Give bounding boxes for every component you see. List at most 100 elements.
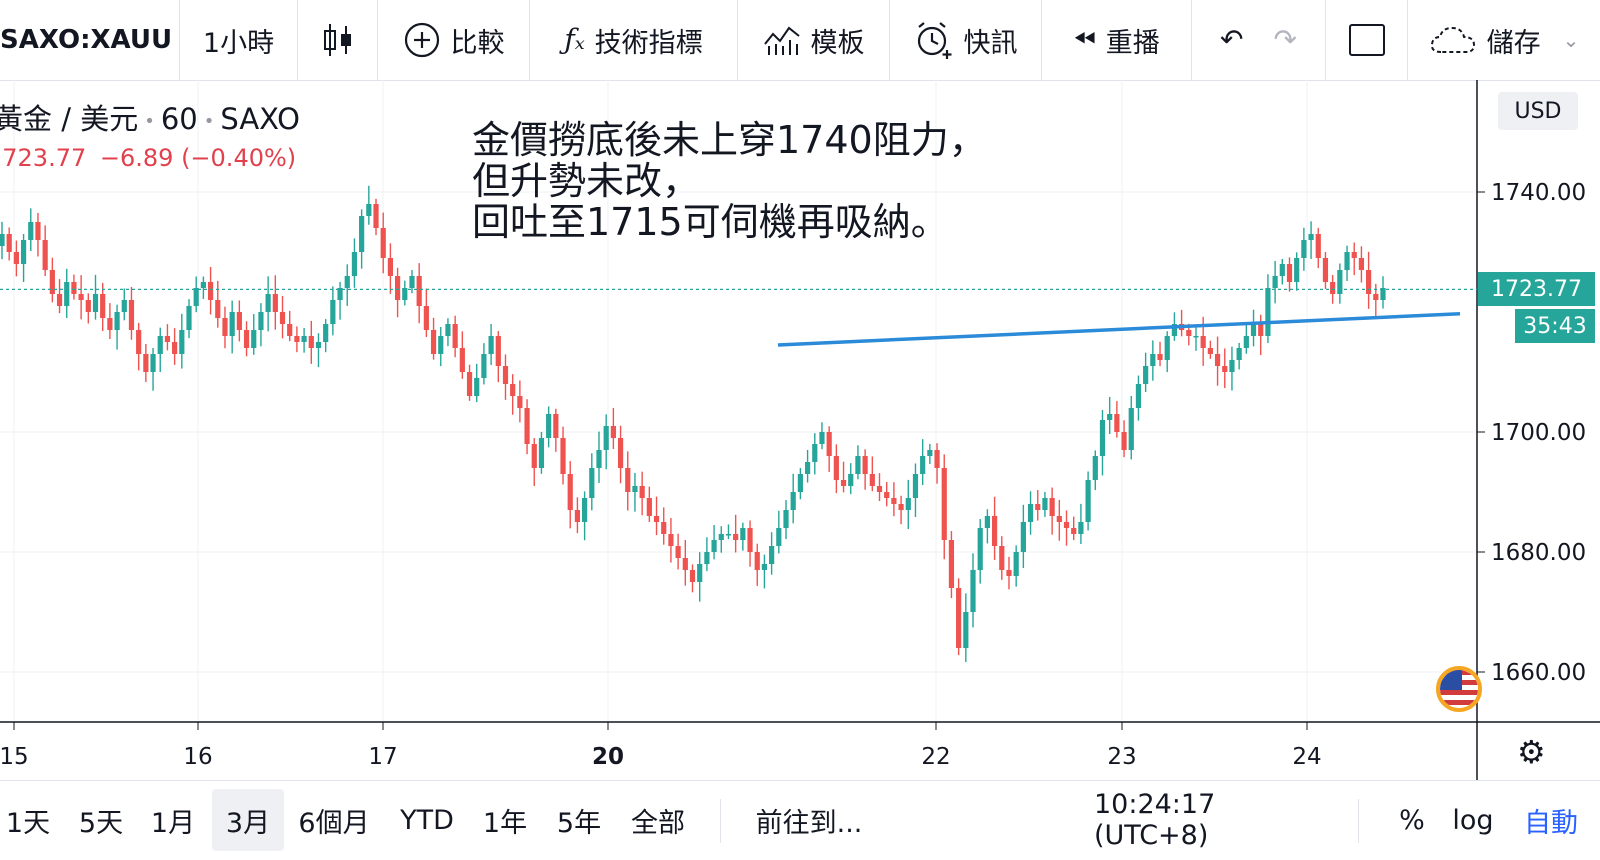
symbol-search-button[interactable]: SAXO:XAUU — [0, 0, 180, 80]
candle-body — [28, 222, 34, 240]
compare-button[interactable]: 比較 — [378, 0, 530, 80]
templates-label: 模板 — [810, 27, 865, 59]
candle-body — [956, 588, 962, 648]
candle-body — [207, 282, 214, 300]
range-1d[interactable]: 1天 — [5, 807, 51, 839]
candle-body — [186, 306, 192, 330]
candle-body — [603, 426, 609, 450]
candle-body — [1013, 552, 1019, 576]
candle-body — [970, 570, 976, 612]
range-ytd[interactable]: YTD — [400, 804, 454, 836]
candle-body — [430, 330, 437, 354]
candle-body — [941, 468, 947, 540]
rewind-icon: ⏪︎ — [1073, 23, 1096, 56]
candle-body — [984, 516, 991, 528]
candle-body — [294, 336, 300, 342]
bar-countdown-tag: 35:43 — [1515, 309, 1595, 344]
chevron-down-icon[interactable]: ⌄ — [1562, 28, 1580, 52]
candle-body — [833, 456, 839, 480]
x-tick-label: 16 — [183, 744, 212, 770]
candle-body — [517, 396, 523, 408]
candle-body — [740, 528, 746, 540]
candle-body — [1229, 360, 1235, 372]
percent-scale-toggle[interactable]: % — [1399, 804, 1425, 836]
interval-button[interactable]: 1小時 — [180, 0, 298, 80]
candle-body — [1301, 240, 1307, 258]
save-button[interactable]: 儲存 ⌄ — [1408, 0, 1600, 80]
range-5d[interactable]: 5天 — [78, 807, 124, 839]
alarm-clock-icon — [917, 22, 951, 59]
candle-body — [927, 450, 933, 456]
candle-body — [193, 288, 199, 306]
goto-date-button[interactable]: 前往到... — [755, 807, 863, 839]
candle-body — [6, 234, 12, 252]
candle-body — [359, 216, 365, 252]
candle-body — [474, 378, 480, 396]
candle-body — [1157, 354, 1163, 360]
range-1m[interactable]: 1月 — [150, 807, 196, 839]
gear-icon[interactable]: ⚙︎ — [1517, 733, 1546, 771]
candle-body — [510, 384, 516, 396]
candle-body — [20, 240, 27, 264]
us-flag-icon[interactable] — [1436, 666, 1482, 712]
candle-body — [1265, 288, 1271, 336]
candle-body — [107, 318, 113, 330]
log-scale-toggle[interactable]: log — [1452, 804, 1494, 836]
candle-body — [251, 330, 257, 348]
candle-body — [754, 552, 760, 570]
undo-icon[interactable]: ↶ — [1220, 23, 1244, 56]
legend-change: −6.89 (−0.40%) — [99, 144, 297, 172]
candle-body — [1337, 270, 1343, 294]
replay-button[interactable]: ⏪︎ 重播 — [1042, 0, 1192, 80]
chart-annotation[interactable]: 金價撈底後未上穿1740阻力， 但升勢未改， 回吐至1715可伺機再吸納。 — [472, 120, 987, 243]
y-tick-label: 1660.00 — [1491, 660, 1586, 686]
y-tick-label: 1740.00 — [1491, 180, 1586, 206]
candle-body — [64, 282, 70, 306]
candle-body — [862, 456, 868, 474]
clock-timezone[interactable]: 10:24:17 (UTC+8) — [1094, 789, 1216, 851]
candle-body — [1186, 330, 1192, 336]
candle-body — [898, 504, 904, 510]
price-chart[interactable]: 1740.00 1700.00 1680.00 1660.00 15 16 17 20 22 23… — [0, 80, 1600, 780]
candle-body — [243, 330, 250, 348]
fullscreen-button[interactable] — [1326, 0, 1408, 80]
candle-body — [78, 294, 84, 300]
candle-body — [1315, 234, 1321, 258]
candlestick-icon — [323, 24, 351, 56]
range-3m[interactable]: 3月 — [212, 789, 284, 851]
auto-scale-toggle[interactable]: 自動 — [1524, 807, 1578, 839]
candle-body — [1020, 522, 1026, 552]
y-tick-label: 1680.00 — [1491, 540, 1586, 566]
candle-body — [1286, 264, 1293, 282]
candle-body — [747, 528, 753, 552]
range-1y[interactable]: 1年 — [482, 807, 528, 839]
candle-body — [172, 342, 178, 354]
y-tick-label: 1700.00 — [1491, 420, 1586, 446]
templates-chart-icon — [763, 26, 800, 55]
alerts-button[interactable]: 快訊 — [890, 0, 1042, 80]
redo-icon[interactable]: ↷ — [1273, 23, 1297, 56]
range-all[interactable]: 全部 — [631, 807, 685, 839]
currency-badge[interactable]: USD — [1498, 92, 1578, 130]
candle-body — [653, 516, 660, 522]
templates-button[interactable]: 模板 — [738, 0, 890, 80]
candle-body — [1164, 336, 1170, 360]
candle-body — [1078, 522, 1084, 534]
candle-body — [876, 486, 883, 492]
range-5y[interactable]: 5年 — [556, 807, 602, 839]
candle-body — [366, 204, 372, 216]
range-6m[interactable]: 6個月 — [298, 807, 370, 839]
candle-body — [1279, 264, 1285, 276]
bottom-toolbar: 1天 5天 1月 3月 6個月 YTD 1年 5年 全部 前往到... 10:2… — [0, 780, 1600, 860]
candle-body — [1092, 456, 1098, 480]
save-label: 儲存 — [1486, 27, 1541, 59]
candle-body — [977, 528, 983, 570]
candle-body — [308, 336, 314, 348]
candle-body — [632, 486, 638, 492]
indicators-button[interactable]: ƒₓ 技術指標 — [530, 0, 738, 80]
compare-label: 比較 — [450, 27, 505, 59]
legend-price-change: 1723.77 −6.89 (−0.40%) — [0, 144, 296, 172]
candle-body — [71, 282, 77, 294]
candle-body — [1294, 258, 1300, 282]
chart-type-button[interactable] — [298, 0, 378, 80]
